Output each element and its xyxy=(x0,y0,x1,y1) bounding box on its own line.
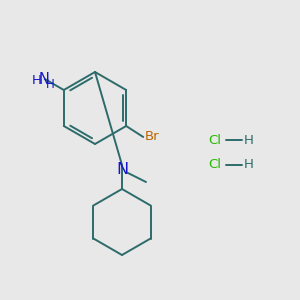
Text: Cl: Cl xyxy=(208,134,221,146)
Text: H: H xyxy=(45,77,54,91)
Text: Br: Br xyxy=(145,130,160,143)
Text: N: N xyxy=(38,73,49,88)
Text: H: H xyxy=(32,74,42,86)
Text: H: H xyxy=(244,134,254,146)
Text: Cl: Cl xyxy=(208,158,221,172)
Text: H: H xyxy=(244,158,254,172)
Text: N: N xyxy=(116,163,128,178)
